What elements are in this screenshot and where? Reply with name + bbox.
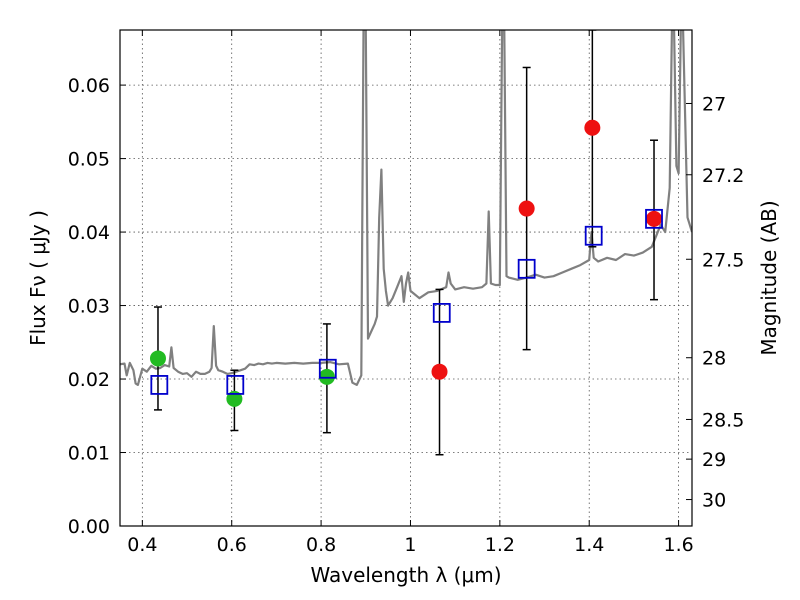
model-square bbox=[517, 258, 536, 279]
x-axis-title: Wavelength λ (μm) bbox=[310, 563, 501, 587]
data-point bbox=[318, 368, 335, 385]
x-tick-label: 0.8 bbox=[306, 534, 336, 556]
model-square bbox=[318, 358, 337, 379]
data-layer bbox=[120, 30, 692, 456]
data-point bbox=[149, 350, 166, 367]
data-point bbox=[226, 390, 243, 407]
x-tick-label: 1.4 bbox=[574, 534, 604, 556]
x-tick-label: 0.6 bbox=[217, 534, 247, 556]
data-point bbox=[584, 119, 601, 136]
y2-tick-label: 28.5 bbox=[702, 409, 744, 431]
y-tick-label: 0.04 bbox=[68, 222, 110, 244]
y2-tick-label: 27.5 bbox=[702, 249, 744, 271]
plot-frame bbox=[119, 29, 693, 527]
x-tick-label: 1.6 bbox=[663, 534, 693, 556]
data-point bbox=[518, 200, 535, 217]
model-square bbox=[226, 375, 245, 395]
grid bbox=[120, 30, 692, 526]
y-tick-label: 0.03 bbox=[68, 296, 110, 318]
data-point bbox=[431, 363, 448, 380]
y-tick-label: 0.00 bbox=[68, 516, 110, 538]
y2-tick-label: 27.2 bbox=[702, 165, 744, 187]
y2-axis-title: Magnitude (AB) bbox=[757, 200, 781, 355]
ticks: 0.4 0.6 0.8 1 1.2 1.4 1.6 0.00 0.01 0.02 0.03 0.04 0… bbox=[68, 30, 744, 556]
y2-tick-label: 30 bbox=[702, 490, 726, 512]
model-square bbox=[645, 208, 663, 229]
y2-tick-label: 29 bbox=[702, 449, 726, 471]
y-tick-label: 0.01 bbox=[68, 443, 110, 465]
model-square bbox=[432, 303, 451, 323]
x-tick-label: 0.4 bbox=[127, 534, 157, 556]
y-axis-title: Flux Fν ( μJy ) bbox=[26, 210, 50, 346]
y-tick-label: 0.02 bbox=[68, 369, 110, 391]
x-tick-label: 1.2 bbox=[485, 534, 515, 556]
y2-tick-label: 27 bbox=[702, 93, 726, 115]
model-square bbox=[150, 375, 169, 395]
y-tick-label: 0.05 bbox=[68, 149, 110, 171]
x-tick-label: 1 bbox=[404, 534, 416, 556]
y2-tick-label: 28 bbox=[702, 348, 726, 370]
y-tick-label: 0.06 bbox=[68, 75, 110, 97]
model-square bbox=[584, 225, 603, 246]
data-point bbox=[646, 210, 663, 227]
